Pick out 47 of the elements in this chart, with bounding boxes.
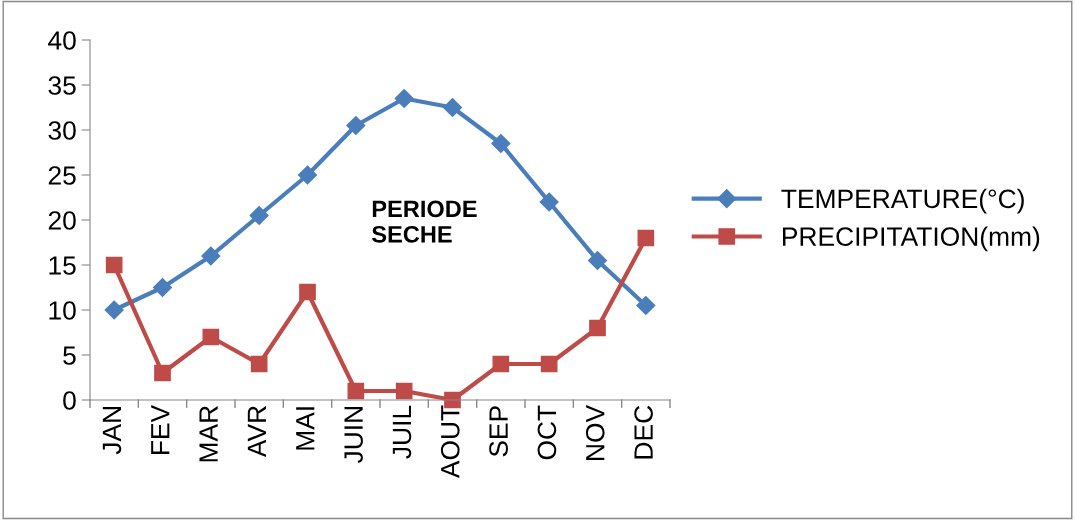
point [442,97,463,118]
y-tick-label: 30 [48,121,76,140]
x-tick-label: JUIL [392,405,412,459]
annotation: PERIODE SECHE [371,200,477,243]
y-tick-label: 5 [63,346,76,365]
point [105,256,123,274]
point [250,355,268,373]
y-tick-label: 0 [63,391,76,410]
point [636,295,656,316]
y-tick-label: 40 [48,31,76,50]
point [152,277,173,298]
point [540,355,558,373]
x-tick-label: MAR [199,406,218,462]
y-tick-label: 20 [48,211,76,230]
y-tick-label: 35 [48,76,76,95]
point [104,300,124,320]
x-tick-label: MAI [296,407,315,450]
point [299,283,316,301]
x-tick-label: NOV [585,404,605,460]
x-tick-label: AOUT [440,405,460,479]
x-tick-label: FEV [151,404,170,455]
legend-label: PRECIPITATION(mm) [783,226,1040,252]
point [492,355,510,373]
point [589,319,606,337]
point [154,364,171,382]
x-tick-label: JUIN [344,407,363,464]
y-tick-label: 15 [49,256,76,275]
point [491,133,511,154]
x-tick-label: JAN [102,407,122,455]
y-tick-label: 10 [49,301,76,320]
point [249,205,269,226]
point [297,165,318,185]
point [346,115,366,136]
x-tick-label: OCT [537,405,557,460]
point [539,192,559,212]
point [637,229,655,247]
legend-label: TEMPERATURE(°C) [781,188,1024,214]
x-tick-label: DEC [634,405,653,459]
point [347,382,365,400]
x-tick-label: SEP [489,406,508,457]
y-tick-label: 25 [48,166,76,185]
point [395,382,413,400]
x-tick-label: AVR [247,406,266,458]
point [202,328,220,346]
point [201,246,221,266]
point [394,88,414,109]
point [587,250,608,271]
